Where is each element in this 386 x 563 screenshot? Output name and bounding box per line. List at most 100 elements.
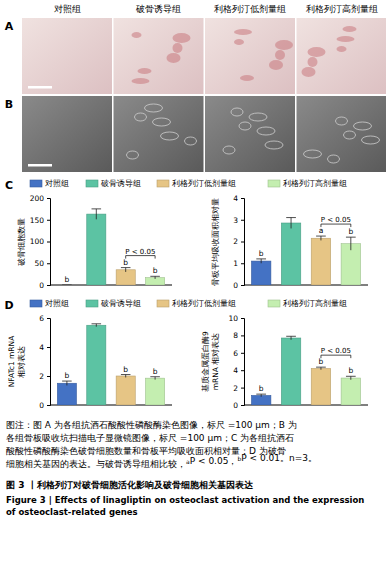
plot-area xyxy=(57,324,164,405)
stain-blot xyxy=(302,67,316,77)
y-tick-label: 8 xyxy=(233,331,238,340)
resorption-pit xyxy=(344,131,356,139)
y-tick-label: 0 xyxy=(39,281,44,290)
micrograph-sem xyxy=(297,96,386,172)
y-tick-label: 150 xyxy=(30,216,45,225)
stain-blot xyxy=(132,32,142,38)
y-tick: 2 xyxy=(39,372,50,381)
caption-text: 细胞相关基因的表达。与破骨诱导组相比较， xyxy=(6,459,186,469)
stain-blot xyxy=(308,57,318,67)
comparison-bracket xyxy=(321,355,351,358)
legend-label: 利格列汀高剂量组 xyxy=(283,299,347,308)
resorption-pit xyxy=(328,155,340,163)
significance-letter: b xyxy=(348,366,353,375)
legend-swatch xyxy=(86,300,98,307)
legend-label: 对照组 xyxy=(45,299,69,308)
y-tick: 1 xyxy=(233,259,244,268)
error-bar xyxy=(286,218,296,229)
bar xyxy=(251,395,270,405)
y-axis-line xyxy=(241,199,245,286)
resorption-pit xyxy=(362,136,380,144)
stain-blot xyxy=(240,75,254,81)
y-tick: 4 xyxy=(39,343,50,352)
legend-swatch xyxy=(86,180,98,187)
y-tick-label: 50 xyxy=(34,259,44,268)
y-tick: 50 xyxy=(34,259,50,268)
column-header: 破骨诱导组 xyxy=(135,4,181,14)
column-header: 利格列汀低剂量组 xyxy=(214,4,286,14)
y-tick-mark xyxy=(47,318,50,319)
resorption-pit xyxy=(354,122,372,130)
figure-title-en: Figure 3 | Effects of linagliptin on ost… xyxy=(6,495,364,505)
bar xyxy=(146,378,165,405)
y-tick-mark xyxy=(241,220,244,221)
plot-area xyxy=(251,218,360,285)
y-tick-mark xyxy=(241,370,244,371)
y-tick-mark xyxy=(47,285,50,286)
stain-blot xyxy=(308,47,326,57)
column-header: 对照组 xyxy=(54,4,81,14)
error-bar xyxy=(92,209,102,219)
micrograph-sem xyxy=(22,96,112,172)
y-tick-label: 100 xyxy=(30,237,45,246)
micrograph-trap xyxy=(22,18,112,94)
error-bar xyxy=(92,324,102,327)
y-tick-label: 2 xyxy=(233,237,238,246)
legend-swatch xyxy=(268,180,280,187)
figure-title-en: of osteoclast-related genes xyxy=(6,507,138,517)
chart: 0246NFATc1 mRNA相对表达bbb xyxy=(7,314,172,410)
bar xyxy=(116,376,135,405)
significance-letter: b xyxy=(65,371,70,380)
resorption-pit xyxy=(239,122,251,130)
micrograph-sem xyxy=(205,96,295,172)
y-tick-label: 1 xyxy=(233,259,238,268)
y-tick-mark xyxy=(241,335,244,336)
error-bar xyxy=(150,377,160,380)
micrograph-trap xyxy=(297,18,386,94)
column-header: 利格列汀高剂量组 xyxy=(306,4,378,14)
error-bar xyxy=(150,276,160,279)
y-tick-label: 2 xyxy=(39,372,44,381)
caption-line: 各组骨板吸收坑扫描电子显微镜图像，标尺 =100 μm；C 为各组抗酒石 xyxy=(6,433,294,443)
bar xyxy=(281,338,300,405)
panel-label: B xyxy=(5,98,13,111)
significance-letter: b xyxy=(123,258,128,267)
caption-text: P < 0.01。n=3。 xyxy=(241,453,317,463)
significance-letter: b xyxy=(319,357,324,366)
chart: 050100150200破骨细胞数量bbbP < 0.05 xyxy=(17,194,172,290)
comparison-label: P < 0.05 xyxy=(125,248,155,256)
y-axis-line xyxy=(47,319,51,406)
resorption-pit xyxy=(153,118,171,126)
y-tick: 3 xyxy=(233,216,244,225)
legend-label: 对照组 xyxy=(45,179,69,188)
significance-letter: b xyxy=(153,367,158,376)
error-bar xyxy=(121,375,131,378)
bar xyxy=(57,285,76,286)
y-tick: 0 xyxy=(233,401,244,410)
bar xyxy=(57,383,76,405)
resorption-pit xyxy=(336,117,348,125)
resorption-pit xyxy=(161,132,179,140)
resorption-pit xyxy=(127,151,139,159)
stain-blot xyxy=(234,29,252,35)
error-bar xyxy=(286,336,296,339)
resorption-pit xyxy=(265,141,283,149)
error-bar xyxy=(346,237,356,250)
bar xyxy=(251,261,270,285)
y-tick: 100 xyxy=(30,237,50,246)
y-axis-line xyxy=(241,319,245,406)
y-tick-label: 3 xyxy=(233,216,238,225)
y-tick-mark xyxy=(47,198,50,199)
legend-swatch xyxy=(268,300,280,307)
significance-letter: b xyxy=(123,365,128,374)
y-axis-title: 破骨细胞数量 xyxy=(17,218,26,267)
y-tick-mark xyxy=(47,376,50,377)
significance-letter: b xyxy=(153,266,158,275)
micrograph-sem xyxy=(114,96,204,172)
micrograph-trap xyxy=(205,18,295,94)
bar xyxy=(311,238,330,285)
caption-text: P < 0.05， xyxy=(190,456,238,466)
error-bar xyxy=(346,376,356,379)
panel-label: A xyxy=(5,20,14,33)
comparison-bracket xyxy=(321,224,351,227)
